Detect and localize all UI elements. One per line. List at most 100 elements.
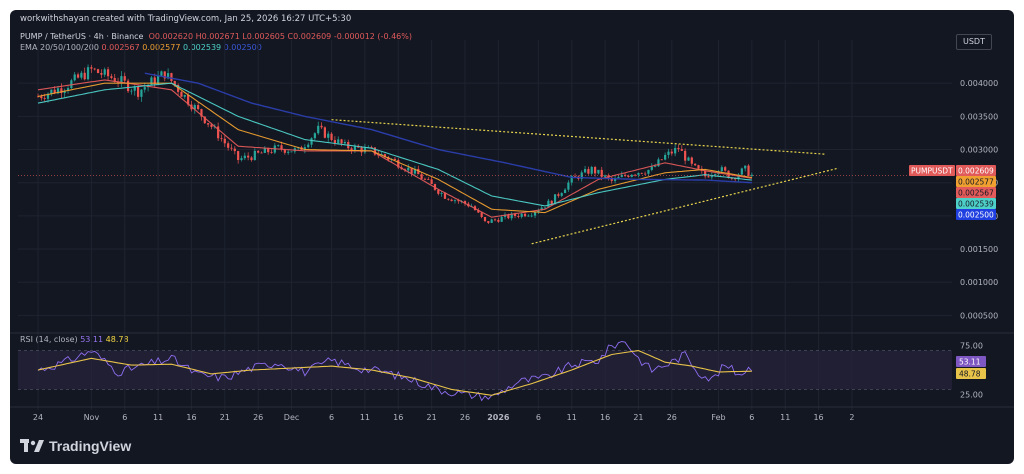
candle-body (253, 150, 256, 161)
candle-body (583, 169, 587, 173)
x-tick-label: 2026 (487, 413, 510, 422)
candle-body (150, 77, 153, 85)
candle-body (517, 215, 520, 217)
candle-body (443, 193, 447, 199)
candle-body (447, 198, 450, 200)
candle-body (493, 219, 497, 221)
candle-body (697, 165, 700, 169)
x-tick-label: 21 (220, 413, 230, 422)
candle-body (550, 200, 553, 205)
candle-body (620, 174, 623, 178)
candle-body (80, 72, 83, 78)
rsi-badge-bg (956, 368, 986, 379)
candle-body (634, 174, 637, 176)
candle-body (350, 148, 353, 151)
ema-legend[interactable]: EMA 20/50/100/200 0.002567 0.002577 0.00… (20, 43, 262, 52)
candle-body (457, 200, 460, 202)
candle-body (240, 158, 243, 160)
currency-selector[interactable]: USDT (956, 34, 992, 50)
candle-body (650, 166, 653, 170)
candle-body (53, 89, 56, 94)
candle-body (193, 105, 196, 110)
x-tick-label: 11 (360, 413, 370, 422)
candle-body (430, 179, 433, 185)
candle-body (664, 154, 667, 160)
candle-body (136, 86, 140, 97)
x-tick-label: 16 (186, 413, 196, 422)
candle-body (640, 172, 643, 174)
candle-body (320, 125, 323, 128)
ema-line-3 (37, 82, 752, 207)
ema-value-3: 0.002539 (182, 43, 222, 52)
candle-body (397, 160, 400, 168)
candle-body (630, 174, 633, 177)
chart-canvas[interactable]: 0.0040000.0035000.0030000.0025000.002000… (10, 10, 1014, 464)
candle-body (490, 219, 493, 223)
candle-body (483, 217, 487, 222)
candle-body (707, 176, 710, 178)
candle-body (440, 193, 443, 194)
candle-body (200, 109, 203, 117)
candle-body (327, 133, 330, 138)
price-badge-bg (956, 165, 996, 176)
candle-body (553, 194, 557, 205)
candle-body (513, 213, 517, 216)
candle-body (570, 175, 573, 183)
y-tick-label: 0.003500 (960, 112, 998, 121)
candle-body (543, 207, 547, 209)
candle-body (680, 149, 683, 151)
candle-body (500, 216, 503, 222)
candle-body (173, 81, 176, 85)
candle-body (70, 80, 73, 89)
candle-body (747, 165, 750, 176)
trendline-lower (531, 167, 839, 245)
symbol-label: PUMP / TetherUS · 4h · Binance (20, 32, 144, 41)
price-badge-bg (956, 187, 996, 198)
candle-body (43, 98, 46, 99)
x-tick-label: 6 (536, 413, 541, 422)
candle-body (690, 157, 693, 164)
candle-body (90, 67, 93, 69)
candle-body (677, 147, 680, 150)
rsi-badge-bg (956, 356, 986, 367)
x-tick-label: Nov (84, 413, 100, 422)
candle-body (463, 201, 467, 204)
candle-body (563, 189, 567, 194)
y-tick-label: 0.001500 (960, 245, 998, 254)
candle-body (227, 143, 230, 148)
candle-body (363, 147, 367, 153)
x-tick-label: 11 (780, 413, 790, 422)
candle-body (694, 163, 697, 166)
candle-body (413, 168, 417, 174)
candle-body (533, 212, 537, 216)
candle-body (56, 88, 60, 94)
price-badge-label: PUMPUSDT (911, 167, 953, 176)
candle-body (603, 175, 607, 177)
ohlc-close: C0.002609 (287, 32, 332, 41)
candle-body (427, 179, 430, 180)
ema-line-2 (37, 82, 752, 214)
candle-body (86, 67, 90, 80)
candle-body (360, 147, 363, 153)
candle-body (163, 71, 166, 79)
candle-body (610, 177, 613, 181)
x-tick-label: 26 (253, 413, 263, 422)
candle-body (557, 194, 560, 196)
x-tick-label: 24 (33, 413, 43, 422)
x-tick-label: 6 (329, 413, 334, 422)
price-badge-value: 0.002609 (958, 167, 994, 176)
candle-body (103, 69, 106, 75)
candle-body (510, 213, 513, 219)
candle-body (183, 95, 186, 97)
candle-body (100, 73, 103, 75)
candle-body (96, 69, 100, 74)
candle-body (637, 172, 640, 175)
candle-body (230, 147, 233, 149)
y-tick-label: 0.004000 (960, 79, 998, 88)
candle-body (93, 68, 96, 70)
candle-body (317, 125, 320, 134)
candle-body (587, 169, 590, 174)
candle-body (423, 178, 427, 180)
candle-body (667, 151, 670, 155)
candle-body (597, 169, 600, 174)
